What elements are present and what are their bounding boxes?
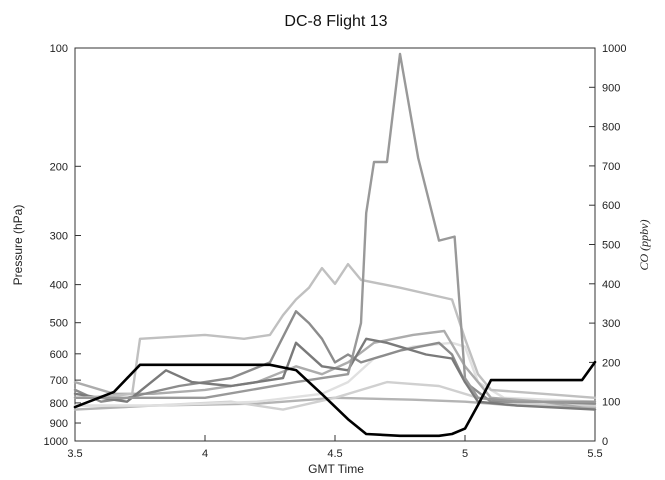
right-tick-label-4: 400 <box>602 279 620 291</box>
series-line-2 <box>73 262 597 399</box>
right-tick-label-7: 700 <box>602 161 620 173</box>
left-tick-label-6: 700 <box>50 375 68 387</box>
right-axis-label: CO (ppbv) <box>637 220 651 271</box>
right-tick-label-5: 500 <box>602 240 620 252</box>
series-group <box>73 52 597 438</box>
right-tick-label-10: 1000 <box>602 43 626 55</box>
series-line-4 <box>73 310 597 405</box>
right-tick-label-0: 0 <box>602 436 608 448</box>
right-tick-label-3: 300 <box>602 318 620 330</box>
right-axis-ticks: 0 100 200 300 400 500 600 700 800 900 1000 <box>589 43 626 448</box>
series-line-5 <box>73 329 597 411</box>
right-tick-label-6: 600 <box>602 200 620 212</box>
right-tick-label-2: 200 <box>602 357 620 369</box>
x-tick-label-2: 4.5 <box>327 448 342 460</box>
x-tick-label-0: 3.5 <box>67 448 82 460</box>
series-line-3 <box>73 337 597 411</box>
x-axis-ticks: 3.5 4 4.5 5 5.5 <box>67 435 603 460</box>
left-tick-label-2: 300 <box>50 231 68 243</box>
left-axis-label: Pressure (hPa) <box>11 205 25 286</box>
chart-title: DC-8 Flight 13 <box>284 13 387 30</box>
left-tick-label-0: 100 <box>50 43 68 55</box>
left-tick-label-3: 400 <box>50 280 68 292</box>
x-tick-label-3: 5 <box>462 448 468 460</box>
left-tick-label-8: 900 <box>50 418 68 430</box>
series-line-6 <box>73 341 597 407</box>
series-line-0 <box>73 360 597 438</box>
x-tick-label-1: 4 <box>202 448 208 460</box>
series-line-1 <box>73 52 597 403</box>
left-tick-label-1: 200 <box>50 161 68 173</box>
left-tick-label-7: 800 <box>50 398 68 410</box>
x-tick-label-4: 5.5 <box>587 448 602 460</box>
left-tick-label-4: 500 <box>50 318 68 330</box>
left-tick-label-9: 1000 <box>44 436 68 448</box>
left-axis-ticks: 100 200 300 400 500 600 700 800 900 1000 <box>44 43 81 448</box>
right-tick-label-9: 900 <box>602 82 620 94</box>
right-tick-label-8: 800 <box>602 122 620 134</box>
x-axis-label: GMT Time <box>308 462 364 476</box>
left-tick-label-5: 600 <box>50 349 68 361</box>
right-tick-label-1: 100 <box>602 397 620 409</box>
